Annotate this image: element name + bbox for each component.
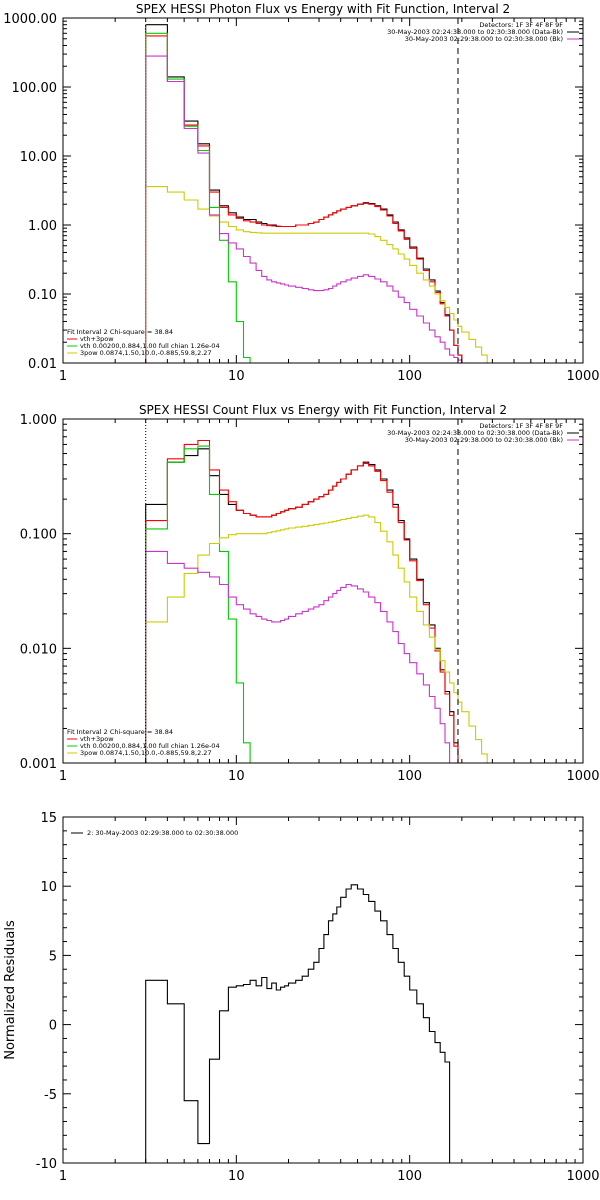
photon-flux-panel: 1 10 100 1000 0.01 0.10 1.00 10.00 100.00 1000.00… (3, 2, 599, 384)
header-line: 30-May-2003 02:24:38.000 to 02:30:38.000… (387, 429, 563, 437)
series-line-bk (145, 55, 463, 363)
x-tick-label: 1 (59, 1169, 67, 1184)
legend-title: Fit Interval 2 Chi-square = 38.84 (67, 328, 173, 336)
x-tick-label: 1 (59, 769, 67, 784)
plot-frame (62, 816, 584, 1164)
y-tick-label: 0.10 (28, 288, 57, 303)
series-line-vth-3pow (145, 439, 463, 763)
header-line: 30-May-2003 02:29:38.000 to 02:30:38.000… (405, 35, 563, 43)
x-tick-label: 10 (228, 369, 245, 384)
legend-label: vth+3pow (80, 335, 114, 343)
legend-label: vth+3pow (80, 735, 114, 743)
y-tick-label: -10 (36, 1157, 57, 1172)
y-tick-label: 0.010 (20, 642, 57, 657)
series-line-vth-3pow (145, 35, 463, 363)
y-tick-label: 1.00 (28, 219, 57, 234)
series-line-vth (145, 445, 257, 763)
x-tick-label: 1000 (566, 769, 599, 784)
x-tick-label: 10 (228, 769, 245, 784)
y-tick-label: -5 (44, 1088, 57, 1103)
x-tick-label: 10 (228, 1169, 245, 1184)
header-line: Detectors: 1F 3F 4F 8F 9F (479, 21, 563, 29)
x-tick-label: 100 (397, 769, 422, 784)
chart-title: SPEX HESSI Count Flux vs Energy with Fit… (139, 403, 507, 417)
x-tick-label: 100 (397, 369, 422, 384)
x-tick-label: 1 (59, 369, 67, 384)
legend-label: vth 0.00200,0.884,1.00 full chian 1.26e-… (80, 742, 220, 750)
legend-title: Fit Interval 2 Chi-square = 38.84 (67, 728, 173, 736)
y-tick-label: 0.01 (28, 357, 57, 372)
x-tick-label: 1000 (566, 369, 599, 384)
chart-title: SPEX HESSI Photon Flux vs Energy with Fi… (136, 2, 510, 16)
series-group (145, 439, 493, 763)
legend-label: vth 0.00200,0.884,1.00 full chian 1.26e-… (80, 342, 220, 350)
y-tick-label: 10 (40, 880, 57, 895)
series-group (145, 24, 493, 363)
legend-label: 2: 30-May-2003 02:29:38.000 to 02:30:38.… (87, 829, 238, 837)
series-group (145, 884, 451, 1163)
x-tick-label: 1000 (566, 1169, 599, 1184)
y-axis-label: Normalized Residuals (3, 920, 18, 1060)
y-tick-label: 0.100 (20, 528, 57, 543)
y-tick-label: 0.001 (20, 757, 57, 772)
header-line: Detectors: 1F 3F 4F 8F 9F (479, 422, 563, 430)
residuals-panel: 1 10 100 1000 -10 -5 0 5 10 15 Normalized Residual… (3, 811, 600, 1184)
y-tick-label: 100.00 (12, 81, 58, 96)
y-tick-label: 15 (40, 811, 57, 826)
y-tick-label: 5 (49, 949, 57, 964)
legend-label: 3pow 0.0874,1.50,10.0,-0.885,59.8,2.27 (80, 749, 212, 757)
header-line: 30-May-2003 02:24:38.000 to 02:30:38.000… (387, 28, 563, 36)
y-tick-label: 1.000 (20, 413, 57, 428)
plot-frame (62, 17, 584, 364)
y-tick-label: 1000.00 (3, 12, 57, 27)
x-tick-label: 100 (397, 1169, 422, 1184)
series-line-3pow (145, 186, 493, 363)
header-line: 30-May-2003 02:29:38.000 to 02:30:38.000… (405, 436, 563, 444)
series-line-3pow (145, 514, 493, 763)
legend-label: 3pow 0.0874,1.50,10.0,-0.885,59.8,2.27 (80, 349, 212, 357)
series-line-residuals (145, 884, 451, 1163)
y-tick-label: 10.00 (20, 150, 57, 165)
plot-frame (62, 418, 584, 764)
series-line-data-bk (145, 24, 463, 363)
count-flux-panel: 1 10 100 1000 0.001 0.010 0.100 1.000 SPEX HESSI… (20, 403, 600, 784)
y-tick-label: 0 (49, 1019, 57, 1034)
series-line-bk (145, 550, 463, 763)
